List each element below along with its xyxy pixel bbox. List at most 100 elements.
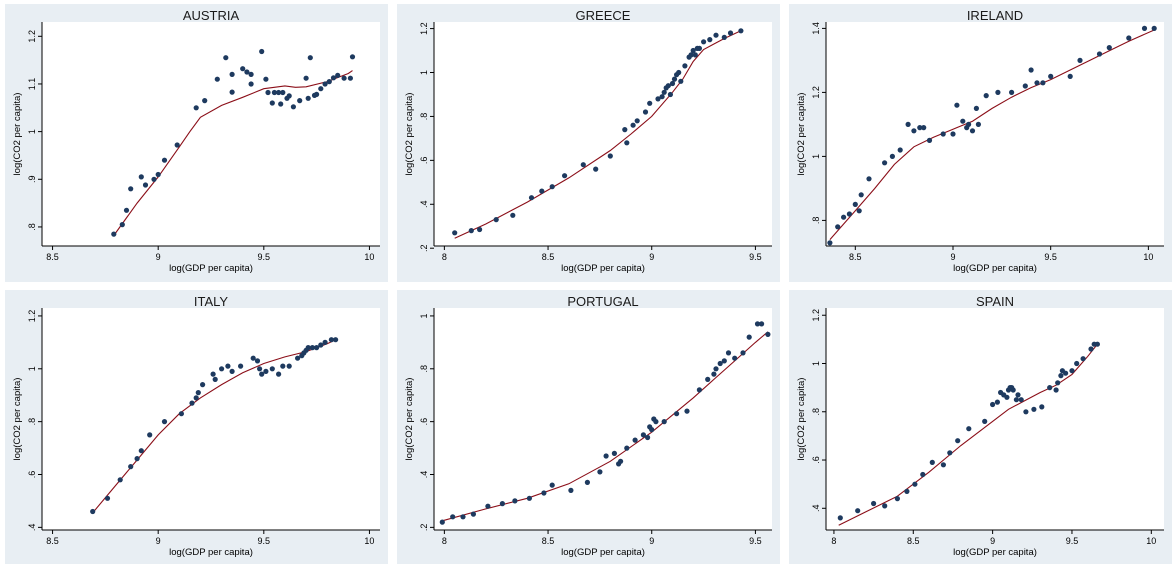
x-tick-label: 8 <box>442 252 447 262</box>
y-tick-label: .6 <box>419 157 429 165</box>
data-point <box>835 224 841 230</box>
y-tick-label: .8 <box>811 408 821 416</box>
data-point <box>1063 370 1069 376</box>
data-point <box>493 217 499 223</box>
panel-portugal: PORTUGAL 8 8.5 9 9.5 .2 .4 .6 .8 1 log(GDP per cap… <box>397 290 780 564</box>
data-point <box>477 226 483 233</box>
data-point <box>882 503 888 509</box>
data-point <box>634 118 640 124</box>
data-point <box>841 214 847 220</box>
x-tick-label: 9 <box>649 252 654 262</box>
data-point <box>671 76 678 82</box>
data-point <box>1080 356 1086 362</box>
data-point <box>286 363 292 369</box>
data-point <box>1151 25 1157 31</box>
data-point <box>1015 392 1021 398</box>
data-point <box>335 72 341 78</box>
data-point <box>229 71 235 77</box>
data-point <box>1010 387 1016 393</box>
y-tick-label: .6 <box>419 418 429 426</box>
data-point <box>640 432 647 438</box>
y-tick-label: 1.2 <box>811 86 821 99</box>
data-point <box>669 80 676 87</box>
panel-austria: AUSTRIA 8.5 9 9.5 10 .8 .9 1 1.1 1.2 log(GDP per c… <box>5 4 388 282</box>
data-point <box>276 371 282 377</box>
data-point <box>280 363 286 369</box>
data-point <box>333 337 339 343</box>
data-point <box>104 495 111 501</box>
y-tick-label: .6 <box>811 456 821 464</box>
data-point <box>1126 35 1132 41</box>
data-point <box>1094 341 1100 347</box>
data-point <box>1022 83 1028 89</box>
data-point <box>119 222 125 228</box>
data-point <box>128 186 134 192</box>
plot-area <box>826 22 1164 246</box>
data-point <box>1013 397 1020 403</box>
y-axis-title: log(CO2 per capita) <box>796 93 807 176</box>
data-point <box>692 52 698 58</box>
panel-italy: ITALY 8.5 9 9.5 10 .4 .6 .8 1 1.2 log(GDP per capi… <box>5 290 388 564</box>
x-tick-label: 8.5 <box>542 536 555 546</box>
data-point <box>528 195 535 201</box>
data-point <box>717 360 723 367</box>
data-point <box>929 459 935 465</box>
data-point <box>618 458 624 464</box>
data-point <box>580 162 586 168</box>
y-tick-label: 1 <box>27 366 37 371</box>
data-point <box>297 98 303 104</box>
panel-spain: SPAIN 8 8.5 9 9.5 10 .4 .6 .8 1 1.2 log(GDP per cap… <box>789 290 1172 564</box>
y-tick-label: .2 <box>419 524 429 532</box>
data-point <box>347 75 353 81</box>
data-point <box>754 321 761 327</box>
y-tick-label: 1 <box>419 70 429 75</box>
data-point <box>1004 394 1010 400</box>
data-point <box>134 456 140 462</box>
x-tick-label: 9.5 <box>749 536 762 546</box>
data-point <box>330 75 337 81</box>
data-point <box>871 500 877 507</box>
data-point <box>584 479 591 485</box>
data-point <box>322 81 328 87</box>
data-point <box>645 434 651 441</box>
data-point <box>973 105 980 111</box>
data-point <box>661 419 667 425</box>
data-point <box>990 401 996 408</box>
panel-title: AUSTRIA <box>183 8 240 23</box>
data-point <box>950 131 956 137</box>
data-point <box>1040 80 1046 86</box>
data-point <box>682 63 688 69</box>
data-point <box>1069 368 1075 374</box>
data-point <box>1031 406 1037 412</box>
x-tick-label: 10 <box>364 252 374 262</box>
data-point <box>349 54 356 60</box>
x-tick-label: 8.5 <box>849 252 862 262</box>
data-point <box>290 104 296 110</box>
fit-line <box>113 70 353 236</box>
x-tick-label: 9.5 <box>1066 536 1079 546</box>
data-point <box>271 89 277 96</box>
data-point <box>1055 380 1061 386</box>
x-tick-label: 8.5 <box>907 536 920 546</box>
data-point <box>725 350 732 356</box>
data-point <box>676 69 682 76</box>
data-point <box>539 188 545 194</box>
y-tick-label: .9 <box>27 176 37 184</box>
data-point <box>846 211 853 217</box>
data-point <box>259 371 265 377</box>
x-axis-title: log(GDP per capita) <box>561 547 645 558</box>
data-point <box>911 128 917 134</box>
data-point <box>707 37 713 43</box>
x-tick-label: 9.5 <box>749 252 762 262</box>
data-point <box>727 30 734 36</box>
fit-line <box>829 29 1155 240</box>
data-point <box>897 147 903 153</box>
data-point <box>1047 385 1053 391</box>
data-point <box>921 125 927 131</box>
data-point <box>960 118 966 124</box>
panel-title: ITALY <box>194 294 229 309</box>
data-point <box>225 363 231 369</box>
data-point <box>229 89 235 95</box>
data-point <box>966 121 972 127</box>
x-tick-label: 8.5 <box>46 252 59 262</box>
